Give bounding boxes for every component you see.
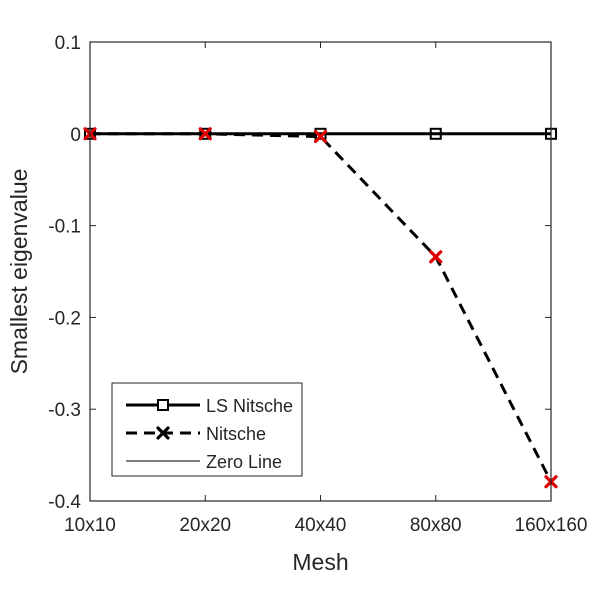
y-tick-label: -0.2 bbox=[48, 308, 81, 329]
legend-label: Nitsche bbox=[206, 424, 266, 444]
series-group bbox=[83, 127, 558, 489]
series-line-1 bbox=[90, 132, 553, 483]
x-marker bbox=[198, 127, 212, 141]
x-tick-label: 160x160 bbox=[515, 515, 588, 536]
y-tick-label: 0.1 bbox=[55, 33, 81, 54]
x-axis-label: Mesh bbox=[292, 549, 348, 575]
y-tick-label: -0.4 bbox=[48, 492, 81, 513]
x-tick-label: 40x40 bbox=[295, 515, 347, 536]
legend-label: Zero Line bbox=[206, 452, 282, 472]
y-tick-label: -0.3 bbox=[48, 400, 81, 421]
legend-square-marker bbox=[157, 399, 169, 411]
x-marker bbox=[313, 129, 328, 144]
square-marker bbox=[429, 127, 442, 140]
y-tick-label: -0.1 bbox=[48, 217, 81, 238]
x-marker bbox=[429, 250, 443, 264]
legend-label: LS Nitsche bbox=[206, 396, 293, 416]
plot-frame bbox=[89, 41, 552, 502]
y-axis-label: Smallest eigenvalue bbox=[6, 169, 32, 375]
tick-labels: 10x10 20x20 40x40 80x80 160x160 0.1 0 -0.1 -0.2 -… bbox=[48, 33, 587, 536]
x-tick-label: 10x10 bbox=[64, 515, 116, 536]
y-tick-label: 0 bbox=[70, 125, 81, 146]
legend: LS Nitsche Nitsche Zero Line bbox=[111, 382, 303, 477]
legend-x-marker bbox=[156, 426, 170, 440]
x-tick-label: 80x80 bbox=[410, 515, 462, 536]
x-tick-label: 20x20 bbox=[179, 515, 231, 536]
